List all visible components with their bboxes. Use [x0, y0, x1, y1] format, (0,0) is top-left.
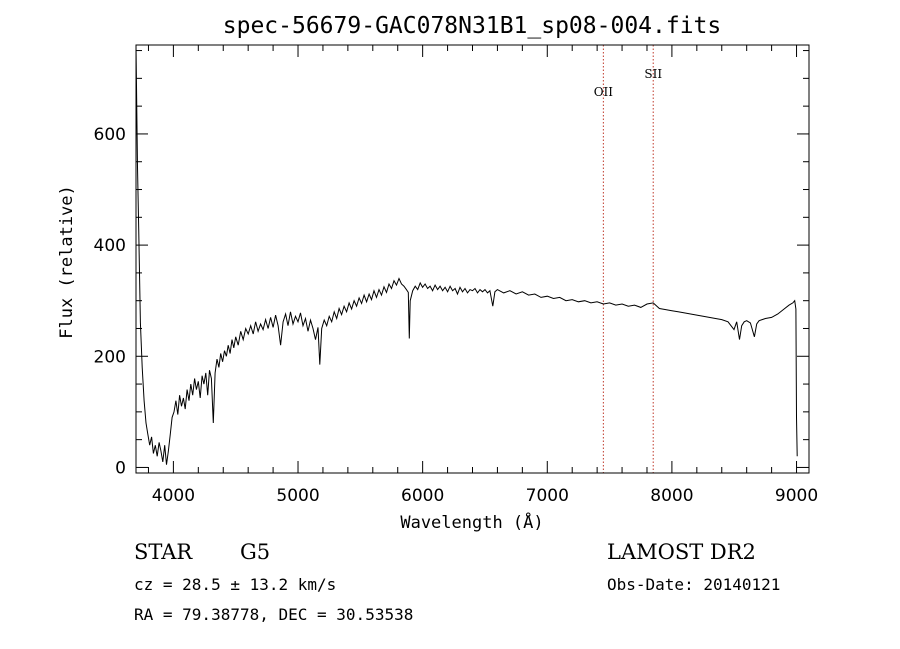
obs-date-text: Obs-Date: 20140121 — [607, 575, 780, 594]
object-class: STAR — [134, 540, 193, 564]
coordinates-text: RA = 79.38778, DEC = 30.53538 — [134, 605, 413, 624]
x-tick-label: 9000 — [775, 486, 818, 506]
y-tick-label: 600 — [94, 125, 126, 145]
redshift-text: cz = 28.5 ± 13.2 km/s — [134, 575, 336, 594]
x-tick-label: 4000 — [152, 486, 195, 506]
spectrum-series-line — [135, 44, 798, 465]
line-marker-label: OII — [594, 85, 614, 99]
y-axis-label: Flux (relative) — [57, 185, 77, 339]
y-tick-label: 400 — [94, 236, 126, 256]
y-tick-label: 200 — [94, 347, 126, 367]
x-tick-label: 7000 — [526, 486, 569, 506]
x-tick-labels: 4000 5000 6000 7000 8000 9000 — [152, 486, 818, 506]
x-tick-label: 8000 — [650, 486, 693, 506]
x-tick-label: 5000 — [276, 486, 319, 506]
line-marker-label: SII — [644, 67, 662, 81]
x-tick-label: 6000 — [401, 486, 444, 506]
x-axis-label: Wavelength (Å) — [400, 511, 543, 533]
survey-name: LAMOST DR2 — [607, 540, 756, 564]
y-tick-label: 0 — [115, 458, 126, 478]
object-subclass: G5 — [240, 540, 270, 564]
axis-ticks — [136, 45, 809, 473]
chart-title: spec-56679-GAC078N31B1_sp08-004.fits — [223, 13, 722, 39]
y-tick-labels: 0 200 400 600 — [94, 125, 126, 479]
plot-frame — [135, 44, 810, 474]
emission-line-markers: OII SII — [594, 45, 662, 473]
